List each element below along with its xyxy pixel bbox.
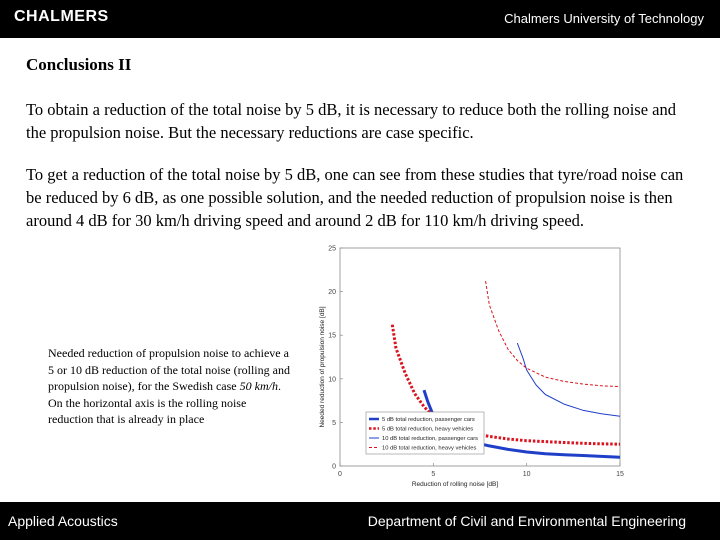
y-tick-label-4: 20 — [328, 289, 336, 296]
y-tick-label-2: 10 — [328, 376, 336, 383]
y-tick-label-3: 15 — [328, 333, 336, 340]
y-tick-label-1: 5 — [332, 420, 336, 427]
university-name: Chalmers University of Technology — [504, 11, 704, 26]
x-tick-label-3: 15 — [616, 471, 624, 478]
slide-title: Conclusions II — [26, 55, 132, 74]
x-tick-label-0: 0 — [338, 471, 342, 478]
y-tick-label-0: 0 — [332, 464, 336, 471]
legend-label-2: 5 dB total reduction, heavy vehicles — [382, 427, 473, 433]
footer-left: Applied Acoustics — [8, 513, 118, 529]
header-bar: CHALMERS Chalmers University of Technolo… — [0, 0, 720, 38]
footer-department: Department of Civil and Environmental En… — [367, 513, 686, 529]
propulsion-noise-chart: 0 5 10 15 0 5 10 15 20 25 Reduction of rolling noi… — [319, 246, 624, 489]
series-line-3 — [516, 342, 621, 417]
series-line-4 — [485, 281, 621, 388]
x-axis-label: Reduction of rolling noise [dB] — [412, 481, 499, 488]
legend-label-4: 10 dB total reduction, heavy vehicles — [382, 446, 477, 452]
legend-label-1: 5 dB total reduction, passenger cars — [382, 417, 475, 423]
figure-caption: Needed reduction of propulsion noise to … — [48, 345, 293, 428]
paragraph-1: To obtain a reduction of the total noise… — [26, 100, 676, 142]
caption-text-2: . On the horizontal axis is the rolling … — [48, 379, 281, 426]
legend-label-3: 10 dB total reduction, passenger cars — [382, 436, 478, 442]
chalmers-logo: CHALMERS — [14, 8, 109, 25]
x-tick-label-1: 5 — [431, 471, 435, 478]
series-line-2 — [390, 324, 621, 446]
legend-box — [365, 411, 485, 455]
caption-speed: 50 km/h — [239, 379, 278, 393]
paragraph-2: To get a reduction of the total noise by… — [26, 165, 684, 230]
x-tick-label-2: 10 — [523, 471, 531, 478]
y-tick-label-5: 25 — [328, 246, 336, 253]
footer-bar: Applied Acoustics Department of Civil an… — [0, 502, 720, 540]
y-axis-label: Needed reduction of propulsion noise [dB… — [319, 306, 326, 427]
caption-text-1: Needed reduction of propulsion noise to … — [48, 346, 290, 393]
